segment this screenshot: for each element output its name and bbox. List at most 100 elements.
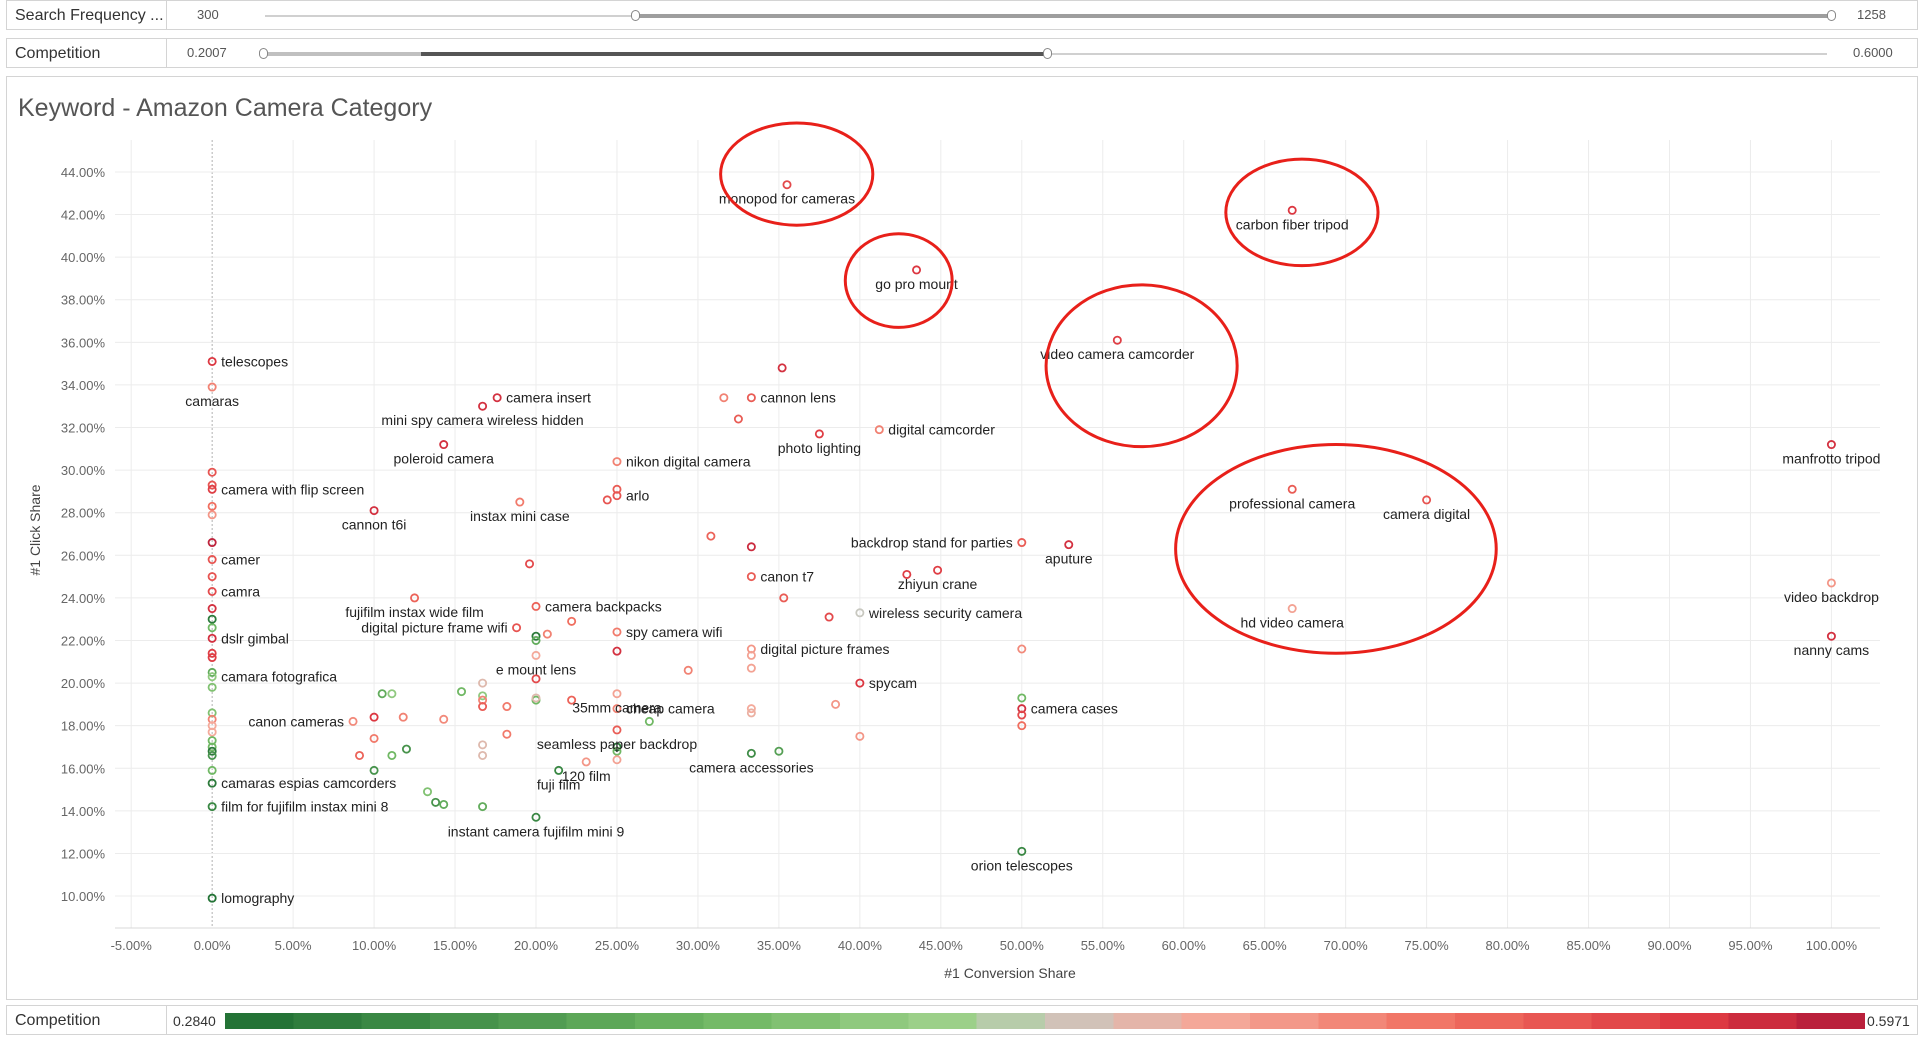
data-point[interactable]: [207, 572, 217, 582]
data-point[interactable]: [542, 629, 552, 639]
data-point[interactable]: [531, 693, 541, 703]
data-point[interactable]: [492, 393, 502, 403]
data-point[interactable]: [525, 559, 535, 569]
data-point[interactable]: [207, 893, 217, 903]
data-point[interactable]: [348, 716, 358, 726]
data-point[interactable]: [369, 506, 379, 516]
data-point[interactable]: [478, 678, 488, 688]
data-point[interactable]: [207, 587, 217, 597]
data-point[interactable]: [207, 778, 217, 788]
data-point[interactable]: [207, 510, 217, 520]
data-point[interactable]: [207, 648, 217, 658]
data-point[interactable]: [502, 729, 512, 739]
data-point[interactable]: [719, 393, 729, 403]
data-point[interactable]: [207, 604, 217, 614]
data-point[interactable]: [431, 797, 441, 807]
data-point[interactable]: [1112, 335, 1122, 345]
data-point[interactable]: [746, 572, 756, 582]
data-point[interactable]: [1287, 604, 1297, 614]
data-point[interactable]: [478, 750, 488, 760]
data-point[interactable]: [874, 425, 884, 435]
data-point[interactable]: [1017, 846, 1027, 856]
data-point[interactable]: [207, 467, 217, 477]
data-point[interactable]: [207, 765, 217, 775]
data-point[interactable]: [1017, 721, 1027, 731]
data-point[interactable]: [410, 593, 420, 603]
data-point[interactable]: [478, 740, 488, 750]
data-point[interactable]: [457, 687, 467, 697]
data-point[interactable]: [1287, 484, 1297, 494]
data-point[interactable]: [683, 665, 693, 675]
data-point[interactable]: [1017, 644, 1027, 654]
data-point[interactable]: [612, 725, 622, 735]
data-point[interactable]: [1422, 495, 1432, 505]
data-point[interactable]: [531, 601, 541, 611]
data-point[interactable]: [612, 746, 622, 756]
search-frequency-high-handle[interactable]: [1827, 10, 1836, 21]
data-point[interactable]: [207, 555, 217, 565]
data-point[interactable]: [746, 393, 756, 403]
data-point[interactable]: [746, 704, 756, 714]
competition-low-handle[interactable]: [259, 48, 268, 59]
data-point[interactable]: [207, 484, 217, 494]
data-point[interactable]: [207, 802, 217, 812]
data-point[interactable]: [933, 565, 943, 575]
data-point[interactable]: [706, 531, 716, 541]
data-point[interactable]: [612, 742, 622, 752]
data-point[interactable]: [612, 755, 622, 765]
data-point[interactable]: [207, 480, 217, 490]
data-point[interactable]: [207, 501, 217, 511]
data-point[interactable]: [567, 616, 577, 626]
data-point[interactable]: [512, 623, 522, 633]
data-point[interactable]: [207, 633, 217, 643]
data-point[interactable]: [554, 765, 564, 775]
data-point[interactable]: [369, 712, 379, 722]
data-point[interactable]: [902, 569, 912, 579]
data-point[interactable]: [746, 542, 756, 552]
data-point[interactable]: [207, 382, 217, 392]
data-point[interactable]: [612, 689, 622, 699]
data-point[interactable]: [207, 750, 217, 760]
data-point[interactable]: [531, 635, 541, 645]
data-point[interactable]: [733, 414, 743, 424]
data-point[interactable]: [531, 674, 541, 684]
data-point[interactable]: [207, 538, 217, 548]
data-point[interactable]: [612, 457, 622, 467]
data-point[interactable]: [777, 363, 787, 373]
data-point[interactable]: [531, 650, 541, 660]
data-point[interactable]: [567, 695, 577, 705]
data-point[interactable]: [531, 812, 541, 822]
data-point[interactable]: [912, 265, 922, 275]
data-point[interactable]: [1017, 693, 1027, 703]
data-point[interactable]: [207, 623, 217, 633]
data-point[interactable]: [831, 699, 841, 709]
data-point[interactable]: [782, 180, 792, 190]
data-point[interactable]: [207, 746, 217, 756]
data-point[interactable]: [478, 691, 488, 701]
data-point[interactable]: [779, 593, 789, 603]
data-point[interactable]: [774, 746, 784, 756]
data-point[interactable]: [746, 748, 756, 758]
data-point[interactable]: [207, 727, 217, 737]
data-point[interactable]: [439, 799, 449, 809]
data-point[interactable]: [746, 663, 756, 673]
data-point[interactable]: [1287, 205, 1297, 215]
data-point[interactable]: [612, 627, 622, 637]
data-point[interactable]: [855, 678, 865, 688]
data-point[interactable]: [207, 653, 217, 663]
data-point[interactable]: [581, 757, 591, 767]
data-point[interactable]: [1017, 538, 1027, 548]
data-point[interactable]: [612, 646, 622, 656]
data-point[interactable]: [423, 787, 433, 797]
competition-high-handle[interactable]: [1043, 48, 1052, 59]
data-point[interactable]: [207, 667, 217, 677]
data-point[interactable]: [387, 750, 397, 760]
data-point[interactable]: [207, 672, 217, 682]
data-point[interactable]: [207, 614, 217, 624]
data-point[interactable]: [644, 716, 654, 726]
data-point[interactable]: [377, 689, 387, 699]
data-point[interactable]: [401, 744, 411, 754]
data-point[interactable]: [1826, 440, 1836, 450]
data-point[interactable]: [612, 491, 622, 501]
